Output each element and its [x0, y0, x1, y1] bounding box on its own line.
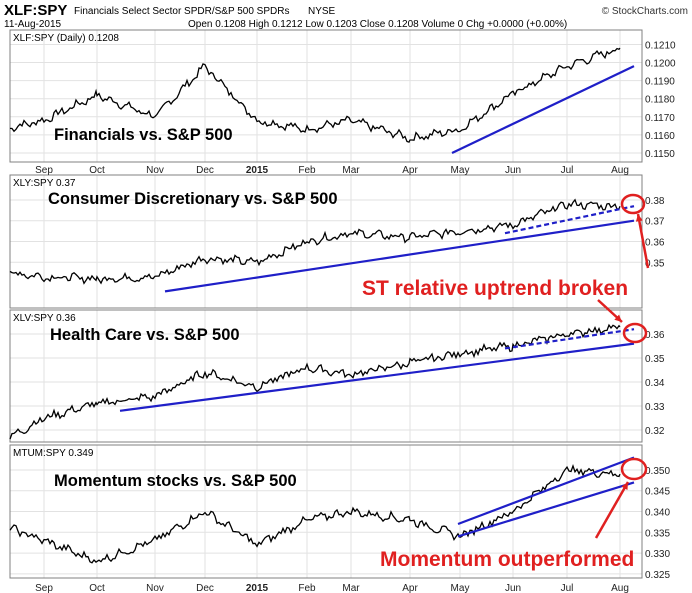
x-tick-label: 2015 — [246, 583, 269, 593]
callout-arrow — [594, 481, 630, 539]
stockcharts-logo: © StockCharts.com — [602, 6, 688, 17]
x-tick-label: Jul — [561, 165, 574, 176]
y-tick-label: 0.1160 — [645, 131, 675, 142]
panel-annotation: Health Care vs. S&P 500 — [50, 326, 240, 344]
series-line — [9, 47, 621, 143]
trendline — [164, 219, 635, 293]
x-tick-label: 2015 — [246, 165, 269, 176]
panel-label: XLY:SPY 0.37 — [13, 178, 76, 189]
x-tick-label: Apr — [402, 583, 418, 593]
x-tick-label: Feb — [298, 583, 316, 593]
panel-annotation: Consumer Discretionary vs. S&P 500 — [48, 190, 338, 208]
callout-arrow — [636, 213, 650, 269]
panel-label: MTUM:SPY 0.349 — [13, 448, 94, 459]
panel-3: 0.32 0.33 0.34 0.35 0.36 XLV:SPY 0.36 Health C… — [9, 309, 665, 443]
y-tick-label: 0.1150 — [645, 149, 675, 160]
header-description: Financials Select Sector SPDR/S&P 500 SP… — [74, 6, 289, 17]
callout-arrowhead — [621, 482, 628, 490]
trendline — [457, 456, 635, 525]
series-line — [9, 323, 621, 440]
callout-text: ST relative uptrend broken — [362, 277, 628, 300]
y-tick-label: 0.340 — [645, 508, 670, 519]
y-tick-label: 0.36 — [645, 238, 665, 249]
highlight-circle — [622, 322, 648, 344]
x-tick-label: Mar — [342, 165, 360, 176]
panel-label: XLF:SPY (Daily) 0.1208 — [13, 33, 119, 44]
highlight-circle — [620, 193, 646, 215]
y-tick-label: 0.1190 — [645, 77, 675, 88]
y-tick-label: 0.37 — [645, 217, 665, 228]
panel-frame — [9, 29, 643, 163]
y-tick-label: 0.32 — [645, 426, 665, 437]
x-tick-label: Oct — [89, 165, 105, 176]
x-tick-label: Sep — [35, 165, 53, 176]
x-tick-label: Apr — [402, 165, 418, 176]
y-tick-label: 0.38 — [645, 196, 665, 207]
y-tick-label: 0.335 — [645, 528, 670, 539]
header-exchange: NYSE — [308, 6, 336, 17]
callout-arrowhead — [635, 214, 643, 222]
x-tick-label: Mar — [342, 583, 360, 593]
y-tick-label: 0.35 — [645, 354, 665, 365]
x-tick-label: Aug — [611, 583, 629, 593]
panel-annotation: Momentum stocks vs. S&P 500 — [54, 472, 297, 490]
panel-label: XLV:SPY 0.36 — [13, 313, 76, 324]
series-line — [9, 198, 621, 285]
x-tick-label: Nov — [146, 583, 164, 593]
header-symbol: XLF:SPY — [4, 2, 67, 19]
x-tick-label: Aug — [611, 165, 629, 176]
y-tick-label: 0.1170 — [645, 113, 675, 124]
y-tick-label: 0.325 — [645, 570, 670, 581]
x-tick-label: Jun — [505, 583, 521, 593]
header-date: 11-Aug-2015 — [4, 19, 62, 30]
trendline-dashed — [504, 328, 635, 350]
trendline — [119, 342, 635, 412]
header-quote: Open 0.1208 High 0.1212 Low 0.1203 Close… — [188, 19, 567, 30]
y-tick-label: 0.1200 — [645, 59, 676, 70]
x-tick-label: May — [451, 583, 470, 593]
x-tick-label: Nov — [146, 165, 164, 176]
y-tick-label: 0.36 — [645, 330, 665, 341]
trendline-dashed — [504, 205, 635, 235]
y-tick-label: 0.34 — [645, 378, 665, 389]
x-tick-label: Sep — [35, 583, 53, 593]
y-tick-label: 0.1180 — [645, 95, 675, 106]
y-tick-label: 0.330 — [645, 549, 670, 560]
x-tick-label: Jul — [561, 583, 574, 593]
panel-4: 0.325 0.330 0.335 0.340 0.345 0.350 MTUM:SPY 0… — [9, 444, 670, 581]
trendline — [451, 65, 635, 154]
y-tick-label: 0.350 — [645, 466, 670, 477]
x-tick-label: Oct — [89, 583, 105, 593]
panel-1: 0.1150 0.1160 0.1170 0.1180 0.1190 0.1200 0.12… — [9, 29, 676, 163]
x-tick-label: Feb — [298, 165, 316, 176]
x-tick-label: Jun — [505, 165, 521, 176]
highlight-circle — [620, 457, 648, 481]
panel-annotation: Financials vs. S&P 500 — [54, 126, 233, 144]
panel-frame — [9, 309, 643, 443]
series-line — [9, 464, 621, 564]
x-tick-label: Dec — [196, 583, 214, 593]
y-tick-label: 0.35 — [645, 258, 665, 269]
trendline — [457, 481, 635, 538]
panel-frame — [9, 444, 643, 579]
y-tick-label: 0.1210 — [645, 40, 676, 51]
callout-text: Momentum outperformed — [380, 548, 634, 571]
x-tick-label: May — [451, 165, 470, 176]
callout-arrowhead — [614, 314, 622, 322]
y-tick-label: 0.33 — [645, 402, 665, 413]
y-tick-label: 0.345 — [645, 487, 670, 498]
x-tick-label: Dec — [196, 165, 214, 176]
